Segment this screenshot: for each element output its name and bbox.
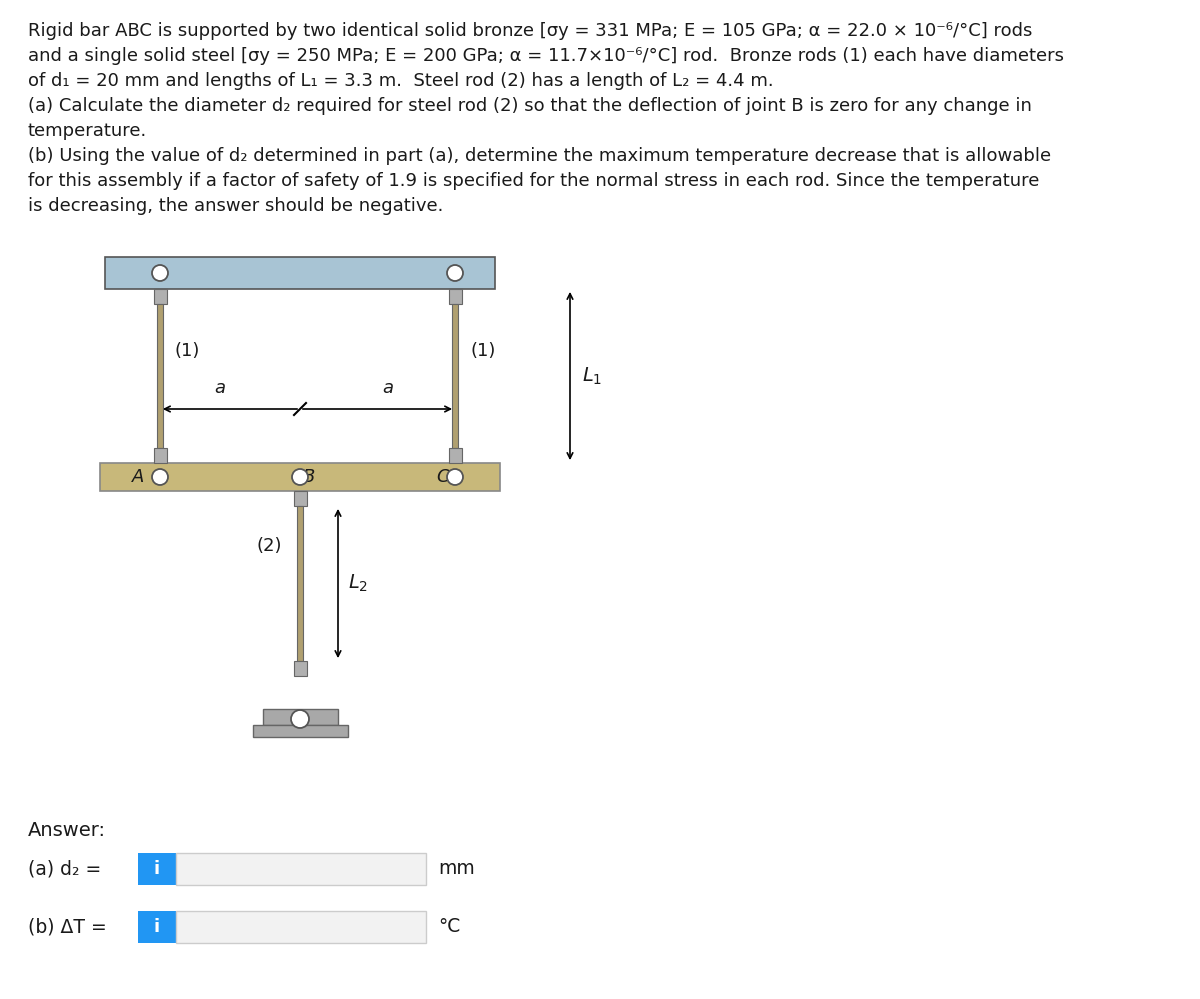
Bar — [263, 709, 337, 725]
Text: (b) Using the value of d₂ determined in part (a), determine the maximum temperat: (b) Using the value of d₂ determined in … — [28, 147, 1051, 165]
Text: (1): (1) — [175, 342, 200, 360]
Text: (2): (2) — [257, 537, 282, 555]
Text: (a) Calculate the diameter d₂ required for steel rod (2) so that the deflection : (a) Calculate the diameter d₂ required f… — [28, 97, 1032, 115]
Bar — [176, 911, 426, 943]
Text: B: B — [302, 468, 316, 486]
Bar — [294, 661, 306, 676]
Text: mm: mm — [438, 859, 475, 878]
Bar — [100, 463, 500, 491]
Bar — [106, 257, 496, 289]
Bar — [138, 853, 176, 885]
Text: a: a — [382, 379, 394, 397]
Text: Rigid bar ABC is supported by two identical solid bronze [σy = 331 MPa; E = 105 : Rigid bar ABC is supported by two identi… — [28, 22, 1032, 40]
Bar — [449, 448, 462, 463]
Text: i: i — [154, 860, 160, 878]
Bar — [154, 289, 167, 304]
Bar — [452, 304, 458, 448]
Circle shape — [292, 710, 310, 728]
Text: C: C — [437, 468, 449, 486]
Text: temperature.: temperature. — [28, 122, 148, 140]
Text: is decreasing, the answer should be negative.: is decreasing, the answer should be nega… — [28, 197, 443, 215]
Text: $L_1$: $L_1$ — [582, 366, 602, 387]
Text: and a single solid steel [σy = 250 MPa; E = 200 GPa; α = 11.7×10⁻⁶/°C] rod.  Bro: and a single solid steel [σy = 250 MPa; … — [28, 47, 1064, 65]
Bar — [298, 506, 302, 661]
Text: $L_2$: $L_2$ — [348, 572, 368, 594]
Text: a: a — [215, 379, 226, 397]
Text: A: A — [132, 468, 144, 486]
Text: (1): (1) — [470, 342, 496, 360]
Text: °C: °C — [438, 917, 461, 936]
Text: (b) ΔT =: (b) ΔT = — [28, 917, 107, 936]
Text: (a) d₂ =: (a) d₂ = — [28, 859, 101, 878]
Circle shape — [446, 469, 463, 485]
Bar — [138, 911, 176, 943]
Circle shape — [152, 265, 168, 281]
Text: for this assembly if a factor of safety of 1.9 is specified for the normal stres: for this assembly if a factor of safety … — [28, 172, 1039, 190]
Bar — [252, 725, 348, 737]
Circle shape — [152, 469, 168, 485]
Bar — [449, 289, 462, 304]
Circle shape — [446, 265, 463, 281]
Bar — [157, 304, 163, 448]
Text: i: i — [154, 918, 160, 936]
Text: Answer:: Answer: — [28, 821, 106, 840]
Circle shape — [292, 469, 308, 485]
Bar — [176, 853, 426, 885]
Bar — [294, 491, 306, 506]
Bar — [154, 448, 167, 463]
Text: of d₁ = 20 mm and lengths of L₁ = 3.3 m.  Steel rod (2) has a length of L₂ = 4.4: of d₁ = 20 mm and lengths of L₁ = 3.3 m.… — [28, 72, 774, 90]
